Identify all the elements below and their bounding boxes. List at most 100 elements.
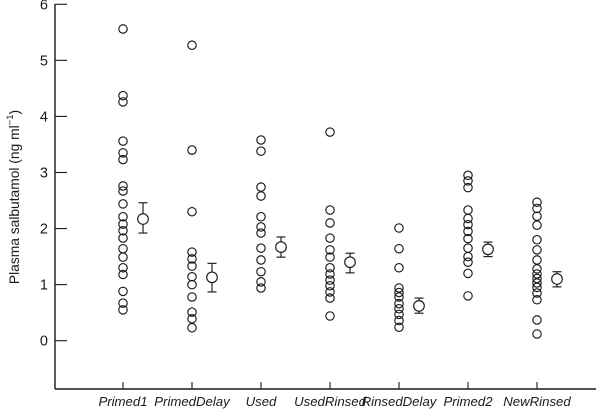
y-tick-label: 4 xyxy=(40,109,48,125)
data-point xyxy=(256,228,266,238)
data-point xyxy=(118,286,128,297)
data-point xyxy=(118,154,128,165)
data-point xyxy=(118,212,128,222)
y-tick-label: 1 xyxy=(40,278,48,294)
data-point xyxy=(532,264,542,274)
data-point xyxy=(463,268,473,279)
data-point xyxy=(118,186,128,196)
data-point xyxy=(394,292,404,302)
data-point xyxy=(118,97,128,107)
data-point xyxy=(463,182,473,193)
x-category-label: Used xyxy=(246,394,277,409)
data-point xyxy=(325,287,335,297)
data-point xyxy=(325,269,335,279)
data-point xyxy=(532,315,542,325)
y-axis-title: Plasma salbutamol (ng ml−1) xyxy=(5,110,22,284)
data-point xyxy=(118,219,128,229)
data-point xyxy=(325,127,335,137)
data-point xyxy=(325,245,335,255)
data-point xyxy=(394,315,404,326)
data-point xyxy=(325,293,335,303)
data-point xyxy=(256,243,266,253)
x-category-label: RinsedDelay xyxy=(362,394,438,409)
data-point xyxy=(532,197,542,207)
x-category-label: NewRinsed xyxy=(503,394,571,409)
data-point xyxy=(532,282,542,293)
data-point xyxy=(394,298,404,309)
data-point xyxy=(463,257,473,267)
y-tick-label: 5 xyxy=(40,53,48,69)
data-point xyxy=(256,277,266,287)
data-point xyxy=(325,280,335,291)
data-point xyxy=(532,288,542,298)
x-category-label: Primed2 xyxy=(443,394,493,409)
data-point xyxy=(325,205,335,215)
data-point xyxy=(532,211,542,221)
x-category-label: UsedRinsed xyxy=(294,394,367,409)
data-point xyxy=(463,176,473,186)
data-point xyxy=(256,255,266,265)
data-point xyxy=(187,145,197,155)
data-point xyxy=(532,245,542,255)
data-point xyxy=(118,226,128,236)
data-point xyxy=(256,266,266,277)
data-point xyxy=(463,291,473,301)
data-point xyxy=(325,218,335,228)
data-point xyxy=(187,206,197,217)
data-point xyxy=(463,226,473,237)
data-point xyxy=(118,233,128,243)
data-point xyxy=(118,181,128,191)
data-point xyxy=(118,148,128,158)
x-category-label: Primed1 xyxy=(98,394,147,409)
data-point xyxy=(256,182,266,192)
data-point xyxy=(394,303,404,314)
mean-marker xyxy=(344,256,356,269)
data-point xyxy=(187,261,197,271)
data-point xyxy=(187,254,197,264)
x-category-label: PrimedDelay xyxy=(154,394,231,409)
data-point xyxy=(463,213,473,224)
data-point xyxy=(394,263,404,273)
data-point xyxy=(118,199,128,209)
data-point xyxy=(118,136,128,146)
data-point xyxy=(256,283,266,293)
data-point xyxy=(394,223,404,233)
data-point xyxy=(118,24,128,34)
data-point xyxy=(256,191,266,201)
mean-marker xyxy=(551,273,563,285)
y-tick-label: 0 xyxy=(40,334,48,350)
data-point xyxy=(118,263,128,273)
data-point xyxy=(463,219,473,230)
y-tick-label: 3 xyxy=(40,165,48,181)
data-point xyxy=(463,251,473,262)
data-point xyxy=(463,170,473,181)
data-point xyxy=(325,275,335,285)
mean-marker xyxy=(137,213,149,225)
data-point xyxy=(187,279,197,290)
y-tick-label: 6 xyxy=(40,0,48,13)
data-point xyxy=(394,287,404,298)
data-point xyxy=(118,305,128,315)
data-point xyxy=(532,278,542,288)
data-point xyxy=(532,220,542,230)
data-point xyxy=(256,135,266,145)
mean-marker xyxy=(482,243,494,256)
data-point xyxy=(187,272,197,282)
data-point xyxy=(187,292,197,302)
data-point xyxy=(118,90,128,101)
y-tick-label: 2 xyxy=(40,222,48,238)
data-point xyxy=(463,205,473,215)
data-point xyxy=(118,243,128,254)
data-point xyxy=(532,255,542,265)
data-point xyxy=(187,247,197,257)
data-point xyxy=(532,329,542,339)
data-point xyxy=(118,298,128,308)
data-point xyxy=(187,307,197,317)
data-point xyxy=(394,309,404,320)
data-point xyxy=(256,212,266,222)
data-point xyxy=(532,203,542,214)
data-point xyxy=(187,40,197,50)
data-point xyxy=(325,263,335,273)
